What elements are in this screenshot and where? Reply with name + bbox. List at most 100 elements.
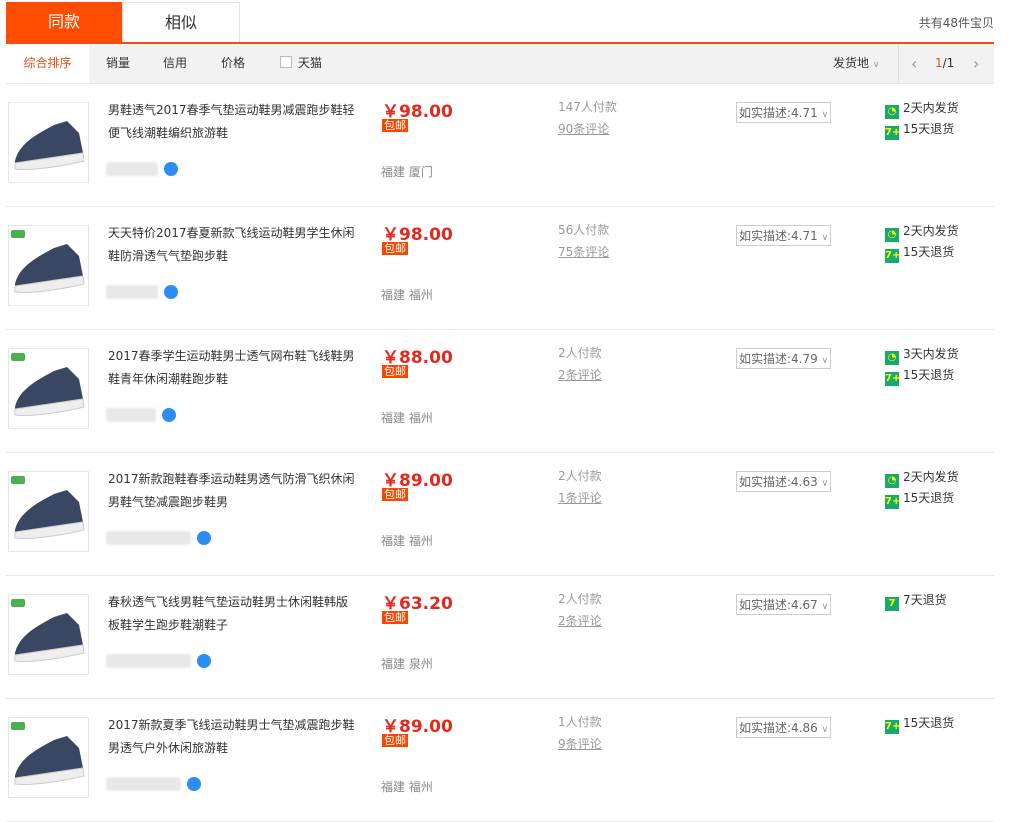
- product-image[interactable]: [8, 102, 89, 183]
- shop-name[interactable]: [106, 162, 158, 176]
- brand-logo: [11, 353, 25, 361]
- return-icon: 7+: [885, 720, 901, 734]
- comments-link[interactable]: 2条评论: [558, 368, 602, 382]
- shop-name[interactable]: [106, 408, 156, 422]
- product-title[interactable]: 2017春季学生运动鞋男士透气网布鞋飞线鞋男鞋青年休闲潮鞋跑步鞋: [108, 349, 355, 386]
- location: 福建 厦门: [381, 165, 433, 179]
- chat-icon[interactable]: [164, 162, 178, 176]
- ship-from-dropdown[interactable]: 发货地 ∨: [833, 44, 879, 83]
- service-tag: 7+ 15天退货: [885, 366, 954, 386]
- product-title[interactable]: 男鞋透气2017春季气垫运动鞋男减震跑步鞋轻便飞线潮鞋编织旅游鞋: [108, 103, 355, 140]
- rating-dropdown[interactable]: 如实描述:4.71 ∨: [736, 225, 832, 246]
- list-item: 男鞋透气2017春季气垫运动鞋男减震跑步鞋轻便飞线潮鞋编织旅游鞋 ￥98.00 …: [6, 84, 994, 207]
- rating-dropdown[interactable]: 如实描述:4.71 ∨: [736, 102, 832, 123]
- product-image[interactable]: [8, 717, 89, 798]
- comments-link[interactable]: 9条评论: [558, 737, 602, 751]
- shoe-image: [14, 613, 85, 662]
- next-page-button[interactable]: ›: [973, 54, 980, 73]
- service-tag: 7 7天退货: [885, 591, 947, 611]
- product-image[interactable]: [8, 225, 89, 306]
- sales-count: 1人付款: [558, 715, 602, 729]
- price: ￥88.00: [382, 348, 453, 368]
- rating-value: 如实描述:4.86: [739, 721, 818, 735]
- filter-bar: 综合排序 销量 信用 价格 天猫 发货地 ∨ ‹ 1/1 ›: [6, 44, 994, 84]
- page-total: /1: [942, 56, 955, 70]
- list-item: 2017新款跑鞋春季运动鞋男透气防滑飞织休闲男鞋气垫减震跑步鞋男 ￥89.00 …: [6, 453, 994, 576]
- shoe-image: [14, 244, 85, 293]
- service-tag: 7+ 15天退货: [885, 120, 954, 140]
- sales-count: 2人付款: [558, 346, 602, 360]
- pager: ‹ 1/1 ›: [898, 44, 994, 83]
- free-shipping-badge: 包邮: [382, 365, 408, 378]
- service-text: 2天内发货: [903, 224, 959, 238]
- sales-count: 2人付款: [558, 469, 602, 483]
- comments-link[interactable]: 90条评论: [558, 122, 610, 136]
- return-7-icon: 7: [885, 597, 899, 611]
- product-title[interactable]: 春秋透气飞线男鞋气垫运动鞋男士休闲鞋韩版板鞋学生跑步鞋潮鞋子: [108, 595, 349, 632]
- sort-price[interactable]: 价格: [221, 56, 246, 70]
- chat-icon[interactable]: [162, 408, 176, 422]
- service-tag: ◔ 2天内发货: [885, 468, 959, 488]
- chevron-down-icon: ∨: [821, 725, 829, 735]
- return-icon: 7+: [885, 126, 901, 140]
- service-tag: ◔ 3天内发货: [885, 345, 959, 365]
- rating-dropdown[interactable]: 如实描述:4.63 ∨: [736, 471, 832, 492]
- brand-logo: [11, 476, 25, 484]
- product-image[interactable]: [8, 471, 89, 552]
- comments-link[interactable]: 1条评论: [558, 491, 602, 505]
- shop-name[interactable]: [106, 285, 158, 299]
- tmall-checkbox[interactable]: [280, 56, 292, 68]
- rating-dropdown[interactable]: 如实描述:4.67 ∨: [736, 594, 832, 615]
- shop-name[interactable]: [106, 531, 191, 545]
- product-image[interactable]: [8, 348, 89, 429]
- location: 福建 福州: [381, 288, 433, 302]
- free-shipping-badge: 包邮: [382, 119, 408, 132]
- chevron-down-icon: ∨: [872, 60, 880, 70]
- current-page: 1: [935, 56, 943, 70]
- location: 福建 泉州: [381, 657, 433, 671]
- sales-count: 56人付款: [558, 223, 610, 237]
- rating-dropdown[interactable]: 如实描述:4.79 ∨: [736, 348, 832, 369]
- brand-logo: [11, 230, 25, 238]
- tmall-filter[interactable]: 天猫: [280, 44, 322, 83]
- product-title[interactable]: 天天特价2017春夏新款飞线运动鞋男学生休闲鞋防滑透气气垫跑步鞋: [108, 226, 355, 263]
- comments-link[interactable]: 75条评论: [558, 245, 610, 259]
- sort-sales[interactable]: 销量: [106, 56, 131, 70]
- product-title[interactable]: 2017新款跑鞋春季运动鞋男透气防滑飞织休闲男鞋气垫减震跑步鞋男: [108, 472, 355, 509]
- location: 福建 福州: [381, 411, 433, 425]
- chat-icon[interactable]: [187, 777, 201, 791]
- list-item: 春秋透气飞线男鞋气垫运动鞋男士休闲鞋韩版板鞋学生跑步鞋潮鞋子 ￥63.20 包邮…: [6, 576, 994, 699]
- price: ￥98.00: [382, 225, 453, 245]
- chat-icon[interactable]: [197, 531, 211, 545]
- price: ￥63.20: [382, 594, 453, 614]
- service-text: 15天退货: [903, 716, 955, 730]
- shoe-image: [14, 367, 85, 416]
- tab-same[interactable]: 同款: [6, 2, 122, 42]
- rating-dropdown[interactable]: 如实描述:4.86 ∨: [736, 717, 832, 738]
- tab-similar[interactable]: 相似: [122, 2, 240, 42]
- return-icon: 7+: [885, 495, 901, 509]
- product-image[interactable]: [8, 594, 89, 675]
- sort-default[interactable]: 综合排序: [6, 44, 89, 83]
- chevron-down-icon: ∨: [821, 110, 829, 120]
- clock-icon: ◔: [885, 351, 899, 365]
- service-tag: 7+ 15天退货: [885, 243, 954, 263]
- free-shipping-badge: 包邮: [382, 734, 408, 747]
- prev-page-button[interactable]: ‹: [911, 54, 918, 73]
- rating-value: 如实描述:4.63: [739, 475, 818, 489]
- chat-icon[interactable]: [197, 654, 211, 668]
- service-text: 7天退货: [903, 593, 947, 607]
- comments-link[interactable]: 2条评论: [558, 614, 602, 628]
- sort-credit[interactable]: 信用: [163, 56, 188, 70]
- shop-name[interactable]: [106, 777, 181, 791]
- service-text: 2天内发货: [903, 101, 959, 115]
- chat-icon[interactable]: [164, 285, 178, 299]
- service-tag: 7+ 15天退货: [885, 489, 954, 509]
- product-title[interactable]: 2017新款夏季飞线运动鞋男士气垫减震跑步鞋男透气户外休闲旅游鞋: [108, 718, 355, 755]
- chevron-down-icon: ∨: [821, 233, 829, 243]
- total-count: 共有48件宝贝: [918, 16, 994, 30]
- service-tag: ◔ 2天内发货: [885, 99, 959, 119]
- price: ￥89.00: [382, 717, 453, 737]
- shop-name[interactable]: [106, 654, 191, 668]
- list-item: 天天特价2017春夏新款飞线运动鞋男学生休闲鞋防滑透气气垫跑步鞋 ￥98.00 …: [6, 207, 994, 330]
